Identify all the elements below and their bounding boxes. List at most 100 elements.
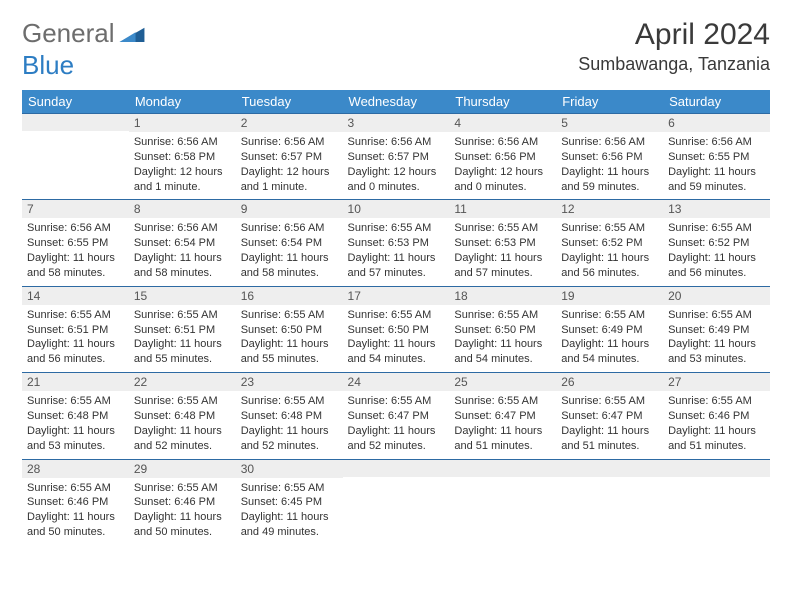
sunrise-text: Sunrise: 6:55 AM (27, 394, 124, 409)
day-number: 2 (236, 113, 343, 132)
sunset-text: Sunset: 6:49 PM (668, 323, 765, 338)
day-details: Sunrise: 6:55 AMSunset: 6:47 PMDaylight:… (343, 391, 450, 458)
day-number: 24 (343, 372, 450, 391)
day-number: 5 (556, 113, 663, 132)
day-cell: 13Sunrise: 6:55 AMSunset: 6:52 PMDayligh… (663, 199, 770, 285)
day-details (663, 477, 770, 527)
day-number (22, 113, 129, 131)
daylight-text: Daylight: 11 hours and 54 minutes. (454, 337, 551, 367)
day-details: Sunrise: 6:56 AMSunset: 6:57 PMDaylight:… (343, 132, 450, 199)
sunrise-text: Sunrise: 6:55 AM (668, 221, 765, 236)
day-details: Sunrise: 6:55 AMSunset: 6:52 PMDaylight:… (663, 218, 770, 285)
day-details: Sunrise: 6:55 AMSunset: 6:52 PMDaylight:… (556, 218, 663, 285)
day-details: Sunrise: 6:55 AMSunset: 6:46 PMDaylight:… (663, 391, 770, 458)
day-number: 6 (663, 113, 770, 132)
day-number: 30 (236, 459, 343, 478)
day-number: 4 (449, 113, 556, 132)
day-number: 9 (236, 199, 343, 218)
sunrise-text: Sunrise: 6:55 AM (241, 394, 338, 409)
day-cell: 18 Sunrise: 6:55 AMSunset: 6:50 PMDayligh… (449, 286, 556, 372)
day-number: 18 (449, 286, 556, 305)
sunrise-text: Sunrise: 6:56 AM (454, 135, 551, 150)
daylight-text: Daylight: 12 hours and 0 minutes. (348, 165, 445, 195)
daylight-text: Daylight: 11 hours and 50 minutes. (27, 510, 124, 540)
day-cell: 29Sunrise: 6:55 AMSunset: 6:46 PMDayligh… (129, 459, 236, 545)
day-details: Sunrise: 6:56 AMSunset: 6:54 PMDaylight:… (236, 218, 343, 285)
sunrise-text: Sunrise: 6:55 AM (134, 394, 231, 409)
sunset-text: Sunset: 6:56 PM (454, 150, 551, 165)
sunset-text: Sunset: 6:48 PM (241, 409, 338, 424)
sunrise-text: Sunrise: 6:55 AM (668, 308, 765, 323)
day-cell: 10Sunrise: 6:55 AMSunset: 6:53 PMDayligh… (343, 199, 450, 285)
day-details: Sunrise: 6:55 AMSunset: 6:49 PMDaylight:… (663, 305, 770, 372)
daylight-text: Daylight: 11 hours and 56 minutes. (27, 337, 124, 367)
day-cell: 14Sunrise: 6:55 AMSunset: 6:51 PMDayligh… (22, 286, 129, 372)
sunset-text: Sunset: 6:46 PM (27, 495, 124, 510)
day-cell: 12Sunrise: 6:55 AMSunset: 6:52 PMDayligh… (556, 199, 663, 285)
day-number: 11 (449, 199, 556, 218)
day-number: 16 (236, 286, 343, 305)
day-number: 15 (129, 286, 236, 305)
calendar-table: Sunday Monday Tuesday Wednesday Thursday… (22, 90, 770, 545)
day-header: Saturday (663, 90, 770, 113)
day-header: Tuesday (236, 90, 343, 113)
daylight-text: Daylight: 11 hours and 58 minutes. (134, 251, 231, 281)
day-header: Sunday (22, 90, 129, 113)
daylight-text: Daylight: 11 hours and 59 minutes. (561, 165, 658, 195)
day-details: Sunrise: 6:55 AMSunset: 6:48 PMDaylight:… (22, 391, 129, 458)
daylight-text: Daylight: 11 hours and 55 minutes. (241, 337, 338, 367)
day-cell: 30Sunrise: 6:55 AMSunset: 6:45 PMDayligh… (236, 459, 343, 545)
location: Sumbawanga, Tanzania (578, 54, 770, 75)
daylight-text: Daylight: 11 hours and 54 minutes. (561, 337, 658, 367)
day-cell: 28Sunrise: 6:55 AMSunset: 6:46 PMDayligh… (22, 459, 129, 545)
sunset-text: Sunset: 6:58 PM (134, 150, 231, 165)
daylight-text: Daylight: 11 hours and 55 minutes. (134, 337, 231, 367)
daylight-text: Daylight: 11 hours and 56 minutes. (668, 251, 765, 281)
day-cell: 25Sunrise: 6:55 AMSunset: 6:47 PMDayligh… (449, 372, 556, 458)
day-number: 8 (129, 199, 236, 218)
day-cell: 27Sunrise: 6:55 AMSunset: 6:46 PMDayligh… (663, 372, 770, 458)
week-row: 1Sunrise: 6:56 AMSunset: 6:58 PMDaylight… (22, 113, 770, 199)
day-number: 12 (556, 199, 663, 218)
day-number: 3 (343, 113, 450, 132)
day-header-row: Sunday Monday Tuesday Wednesday Thursday… (22, 90, 770, 113)
day-number: 25 (449, 372, 556, 391)
day-cell: 16Sunrise: 6:55 AMSunset: 6:50 PMDayligh… (236, 286, 343, 372)
day-details: Sunrise: 6:56 AMSunset: 6:58 PMDaylight:… (129, 132, 236, 199)
day-cell: 6Sunrise: 6:56 AMSunset: 6:55 PMDaylight… (663, 113, 770, 199)
day-number: 10 (343, 199, 450, 218)
daylight-text: Daylight: 12 hours and 1 minute. (134, 165, 231, 195)
daylight-text: Daylight: 11 hours and 51 minutes. (454, 424, 551, 454)
sunrise-text: Sunrise: 6:55 AM (241, 481, 338, 496)
sunset-text: Sunset: 6:57 PM (241, 150, 338, 165)
day-cell: 26Sunrise: 6:55 AMSunset: 6:47 PMDayligh… (556, 372, 663, 458)
day-cell (556, 459, 663, 545)
sunset-text: Sunset: 6:48 PM (27, 409, 124, 424)
day-cell: 11Sunrise: 6:55 AMSunset: 6:53 PMDayligh… (449, 199, 556, 285)
day-details: Sunrise: 6:55 AMSunset: 6:50 PMDaylight:… (236, 305, 343, 372)
logo-triangle-icon (119, 20, 145, 46)
day-number: 28 (22, 459, 129, 478)
day-number: 26 (556, 372, 663, 391)
title-block: April 2024 Sumbawanga, Tanzania (578, 18, 770, 75)
sunrise-text: Sunrise: 6:55 AM (561, 221, 658, 236)
day-number: 14 (22, 286, 129, 305)
sunrise-text: Sunrise: 6:55 AM (454, 308, 551, 323)
day-details: Sunrise: 6:55 AMSunset: 6:45 PMDaylight:… (236, 478, 343, 545)
day-cell: 15Sunrise: 6:55 AMSunset: 6:51 PMDayligh… (129, 286, 236, 372)
daylight-text: Daylight: 11 hours and 53 minutes. (668, 337, 765, 367)
sunset-text: Sunset: 6:49 PM (561, 323, 658, 338)
daylight-text: Daylight: 11 hours and 52 minutes. (241, 424, 338, 454)
daylight-text: Daylight: 11 hours and 54 minutes. (348, 337, 445, 367)
logo: GeneralBlue (22, 18, 145, 78)
day-cell (343, 459, 450, 545)
day-details (449, 477, 556, 527)
sunset-text: Sunset: 6:56 PM (561, 150, 658, 165)
sunset-text: Sunset: 6:50 PM (454, 323, 551, 338)
sunset-text: Sunset: 6:53 PM (348, 236, 445, 251)
sunrise-text: Sunrise: 6:56 AM (134, 221, 231, 236)
sunset-text: Sunset: 6:52 PM (561, 236, 658, 251)
day-number: 13 (663, 199, 770, 218)
day-cell: 19Sunrise: 6:55 AMSunset: 6:49 PMDayligh… (556, 286, 663, 372)
day-details: Sunrise: 6:55 AMSunset: 6:48 PMDaylight:… (129, 391, 236, 458)
